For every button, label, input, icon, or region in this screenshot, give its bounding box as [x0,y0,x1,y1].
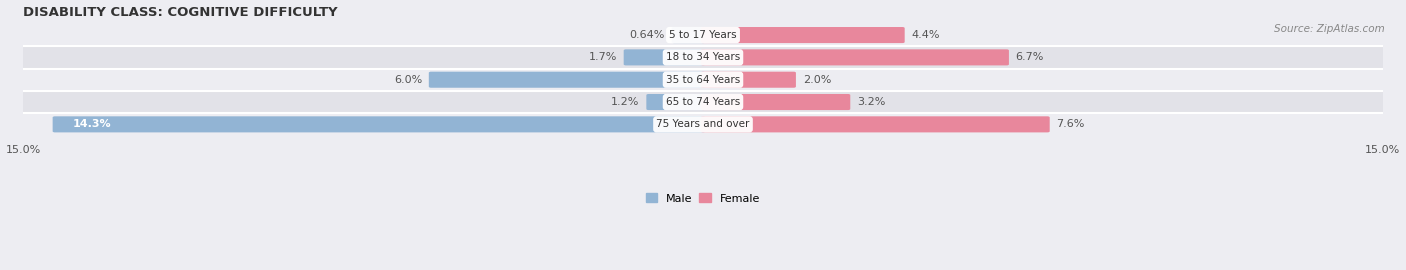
FancyBboxPatch shape [429,72,706,88]
FancyBboxPatch shape [647,94,706,110]
Bar [22,24,1384,46]
Legend: Male, Female: Male, Female [641,189,765,208]
FancyBboxPatch shape [700,116,1050,132]
Text: Source: ZipAtlas.com: Source: ZipAtlas.com [1274,24,1385,34]
FancyBboxPatch shape [700,49,1010,65]
Text: 6.7%: 6.7% [1015,52,1045,62]
Text: 65 to 74 Years: 65 to 74 Years [666,97,740,107]
FancyBboxPatch shape [52,116,706,132]
Text: 4.4%: 4.4% [911,30,941,40]
Text: 18 to 34 Years: 18 to 34 Years [666,52,740,62]
Text: 75 Years and over: 75 Years and over [657,119,749,129]
FancyBboxPatch shape [700,27,904,43]
Bar [22,69,1384,91]
Text: 7.6%: 7.6% [1056,119,1085,129]
Text: 1.2%: 1.2% [612,97,640,107]
FancyBboxPatch shape [700,94,851,110]
Bar [22,46,1384,69]
FancyBboxPatch shape [672,27,706,43]
FancyBboxPatch shape [624,49,706,65]
Text: 6.0%: 6.0% [394,75,422,85]
Text: 5 to 17 Years: 5 to 17 Years [669,30,737,40]
Bar [22,113,1384,136]
Text: 14.3%: 14.3% [73,119,111,129]
Text: 0.64%: 0.64% [630,30,665,40]
Text: 3.2%: 3.2% [858,97,886,107]
Text: 2.0%: 2.0% [803,75,831,85]
Text: DISABILITY CLASS: COGNITIVE DIFFICULTY: DISABILITY CLASS: COGNITIVE DIFFICULTY [22,6,337,19]
Text: 35 to 64 Years: 35 to 64 Years [666,75,740,85]
Text: 1.7%: 1.7% [589,52,617,62]
FancyBboxPatch shape [700,72,796,88]
Bar [22,91,1384,113]
